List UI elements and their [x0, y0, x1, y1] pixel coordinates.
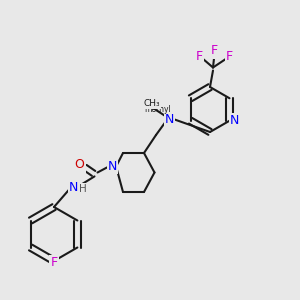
Text: F: F [50, 256, 58, 269]
Text: N: N [108, 160, 117, 173]
Text: CH₃: CH₃ [143, 99, 160, 108]
Text: methyl: methyl [144, 105, 171, 114]
Text: H: H [79, 184, 86, 194]
Text: O: O [75, 158, 84, 172]
Text: N: N [165, 113, 174, 127]
Text: N: N [230, 114, 240, 127]
Text: F: F [196, 50, 203, 64]
Text: N: N [69, 181, 78, 194]
Text: F: F [211, 44, 218, 58]
Text: F: F [226, 50, 233, 64]
